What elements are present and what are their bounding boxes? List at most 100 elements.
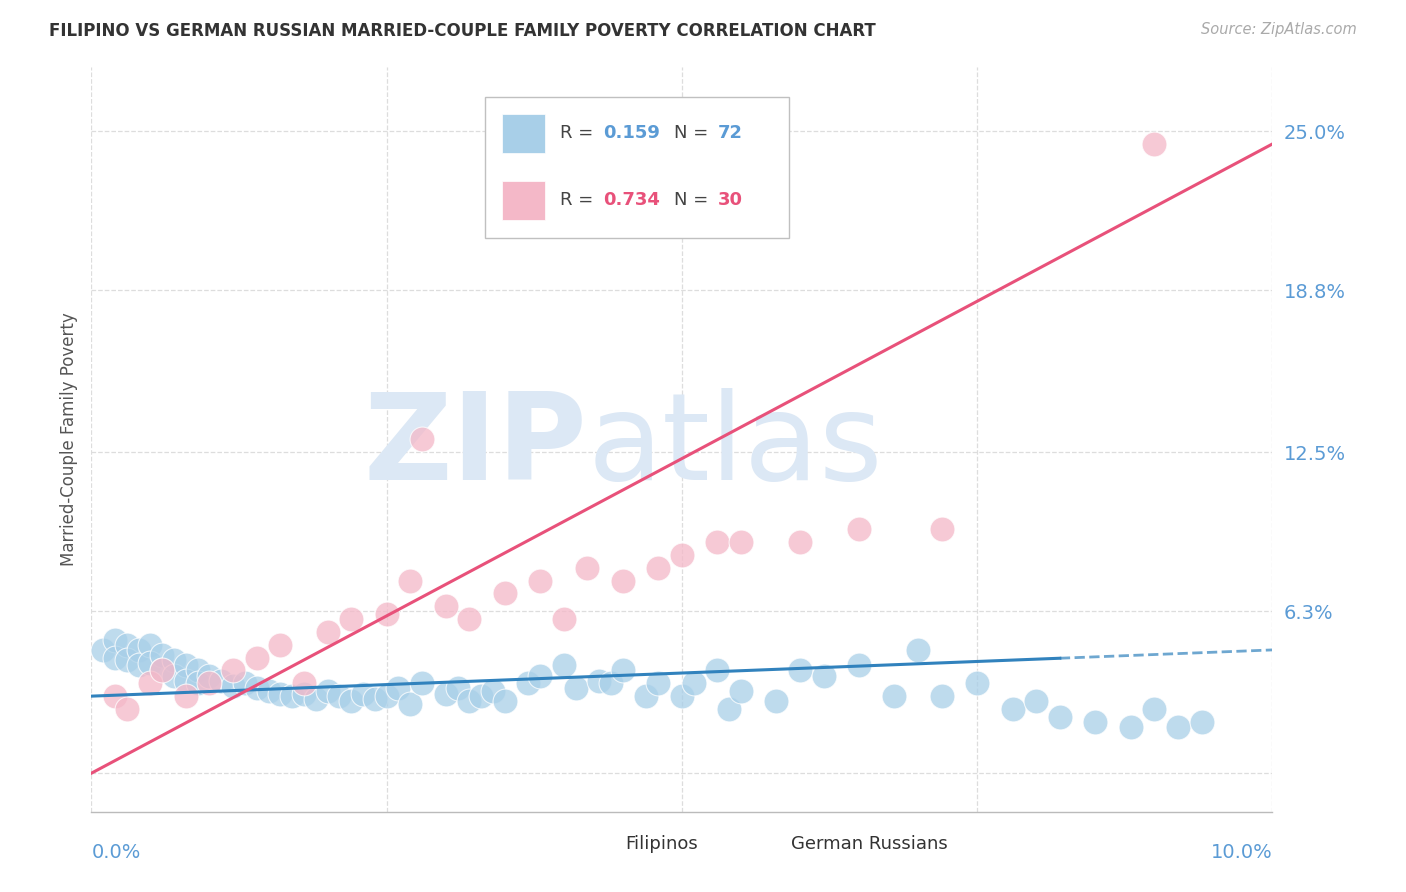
Text: atlas: atlas bbox=[588, 388, 883, 505]
Text: 72: 72 bbox=[717, 124, 742, 142]
Point bbox=[482, 684, 505, 698]
Point bbox=[174, 689, 197, 703]
Point bbox=[292, 676, 315, 690]
Point bbox=[848, 658, 870, 673]
FancyBboxPatch shape bbox=[747, 831, 782, 858]
Point bbox=[529, 668, 551, 682]
Point bbox=[1049, 709, 1071, 723]
Point bbox=[257, 684, 280, 698]
Point bbox=[209, 673, 232, 688]
Point bbox=[931, 522, 953, 536]
Text: FILIPINO VS GERMAN RUSSIAN MARRIED-COUPLE FAMILY POVERTY CORRELATION CHART: FILIPINO VS GERMAN RUSSIAN MARRIED-COUPL… bbox=[49, 22, 876, 40]
Point bbox=[1167, 720, 1189, 734]
Point bbox=[198, 676, 221, 690]
Point bbox=[104, 650, 127, 665]
Point bbox=[576, 560, 599, 574]
Point bbox=[1191, 714, 1213, 729]
Point bbox=[387, 681, 409, 696]
Point bbox=[789, 535, 811, 549]
Point bbox=[647, 676, 669, 690]
Point bbox=[612, 574, 634, 588]
Point bbox=[233, 676, 256, 690]
Point bbox=[163, 668, 186, 682]
Text: N =: N = bbox=[673, 124, 714, 142]
Point bbox=[150, 648, 173, 662]
Text: 0.159: 0.159 bbox=[603, 124, 659, 142]
Point bbox=[115, 702, 138, 716]
Point bbox=[706, 535, 728, 549]
Point bbox=[411, 676, 433, 690]
Point bbox=[789, 664, 811, 678]
Text: Filipinos: Filipinos bbox=[626, 836, 697, 854]
Point bbox=[600, 676, 623, 690]
Point bbox=[1025, 694, 1047, 708]
Point bbox=[364, 691, 387, 706]
Text: R =: R = bbox=[560, 124, 599, 142]
Point bbox=[494, 694, 516, 708]
Point bbox=[281, 689, 304, 703]
Point bbox=[966, 676, 988, 690]
Point bbox=[765, 694, 787, 708]
Point bbox=[91, 643, 114, 657]
Point bbox=[434, 687, 457, 701]
Point bbox=[128, 658, 150, 673]
Point bbox=[174, 658, 197, 673]
Point bbox=[340, 694, 363, 708]
Text: N =: N = bbox=[673, 191, 714, 210]
Point bbox=[1084, 714, 1107, 729]
Point bbox=[458, 612, 481, 626]
Point bbox=[564, 681, 586, 696]
Point bbox=[671, 689, 693, 703]
Point bbox=[340, 612, 363, 626]
Point bbox=[730, 684, 752, 698]
Point bbox=[198, 668, 221, 682]
Point bbox=[139, 656, 162, 670]
Point bbox=[636, 689, 658, 703]
FancyBboxPatch shape bbox=[582, 831, 617, 858]
Point bbox=[612, 664, 634, 678]
Point bbox=[706, 664, 728, 678]
Point bbox=[411, 433, 433, 447]
Text: 10.0%: 10.0% bbox=[1211, 843, 1272, 862]
Text: ZIP: ZIP bbox=[364, 388, 588, 505]
Point bbox=[1001, 702, 1024, 716]
Point bbox=[375, 607, 398, 621]
Point bbox=[813, 668, 835, 682]
Point bbox=[434, 599, 457, 614]
Text: 0.734: 0.734 bbox=[603, 191, 659, 210]
Point bbox=[883, 689, 905, 703]
Point bbox=[494, 586, 516, 600]
Point bbox=[671, 548, 693, 562]
Point bbox=[174, 673, 197, 688]
Point bbox=[730, 535, 752, 549]
Point bbox=[1119, 720, 1142, 734]
Point bbox=[316, 684, 339, 698]
Point bbox=[246, 681, 269, 696]
Text: 30: 30 bbox=[717, 191, 742, 210]
Point bbox=[328, 689, 350, 703]
FancyBboxPatch shape bbox=[502, 114, 546, 153]
Point bbox=[150, 664, 173, 678]
Point bbox=[150, 664, 173, 678]
Point bbox=[139, 676, 162, 690]
Point bbox=[139, 638, 162, 652]
Point bbox=[163, 653, 186, 667]
Point bbox=[316, 624, 339, 639]
Point bbox=[470, 689, 492, 703]
Text: German Russians: German Russians bbox=[790, 836, 948, 854]
Text: Source: ZipAtlas.com: Source: ZipAtlas.com bbox=[1201, 22, 1357, 37]
Text: 0.0%: 0.0% bbox=[91, 843, 141, 862]
Point bbox=[104, 689, 127, 703]
Point bbox=[682, 676, 704, 690]
Point bbox=[305, 691, 328, 706]
Point bbox=[115, 653, 138, 667]
Point bbox=[399, 574, 422, 588]
Point bbox=[848, 522, 870, 536]
Point bbox=[222, 664, 245, 678]
Point bbox=[375, 689, 398, 703]
Point bbox=[246, 650, 269, 665]
Point bbox=[529, 574, 551, 588]
Point bbox=[115, 638, 138, 652]
Point bbox=[104, 632, 127, 647]
Point bbox=[1143, 702, 1166, 716]
